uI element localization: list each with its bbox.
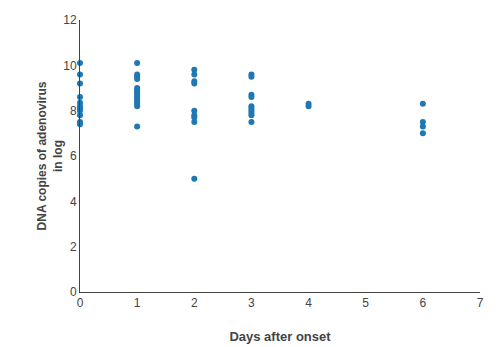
svg-text:DNA copies of adenovirusin log: DNA copies of adenovirusin log [35,81,65,230]
svg-text:1: 1 [134,296,141,310]
svg-text:2: 2 [70,240,77,254]
svg-text:8: 8 [70,104,77,118]
svg-text:6: 6 [70,149,77,163]
svg-text:2: 2 [191,296,198,310]
svg-text:12: 12 [63,13,77,27]
svg-text:7: 7 [477,296,484,310]
svg-text:Days after onset: Days after onset [229,329,331,344]
svg-text:0: 0 [77,296,84,310]
svg-text:4: 4 [70,195,77,209]
svg-text:5: 5 [362,296,369,310]
svg-text:3: 3 [248,296,255,310]
svg-text:4: 4 [305,296,312,310]
svg-text:6: 6 [420,296,427,310]
svg-text:0: 0 [70,285,77,299]
svg-text:10: 10 [63,59,77,73]
